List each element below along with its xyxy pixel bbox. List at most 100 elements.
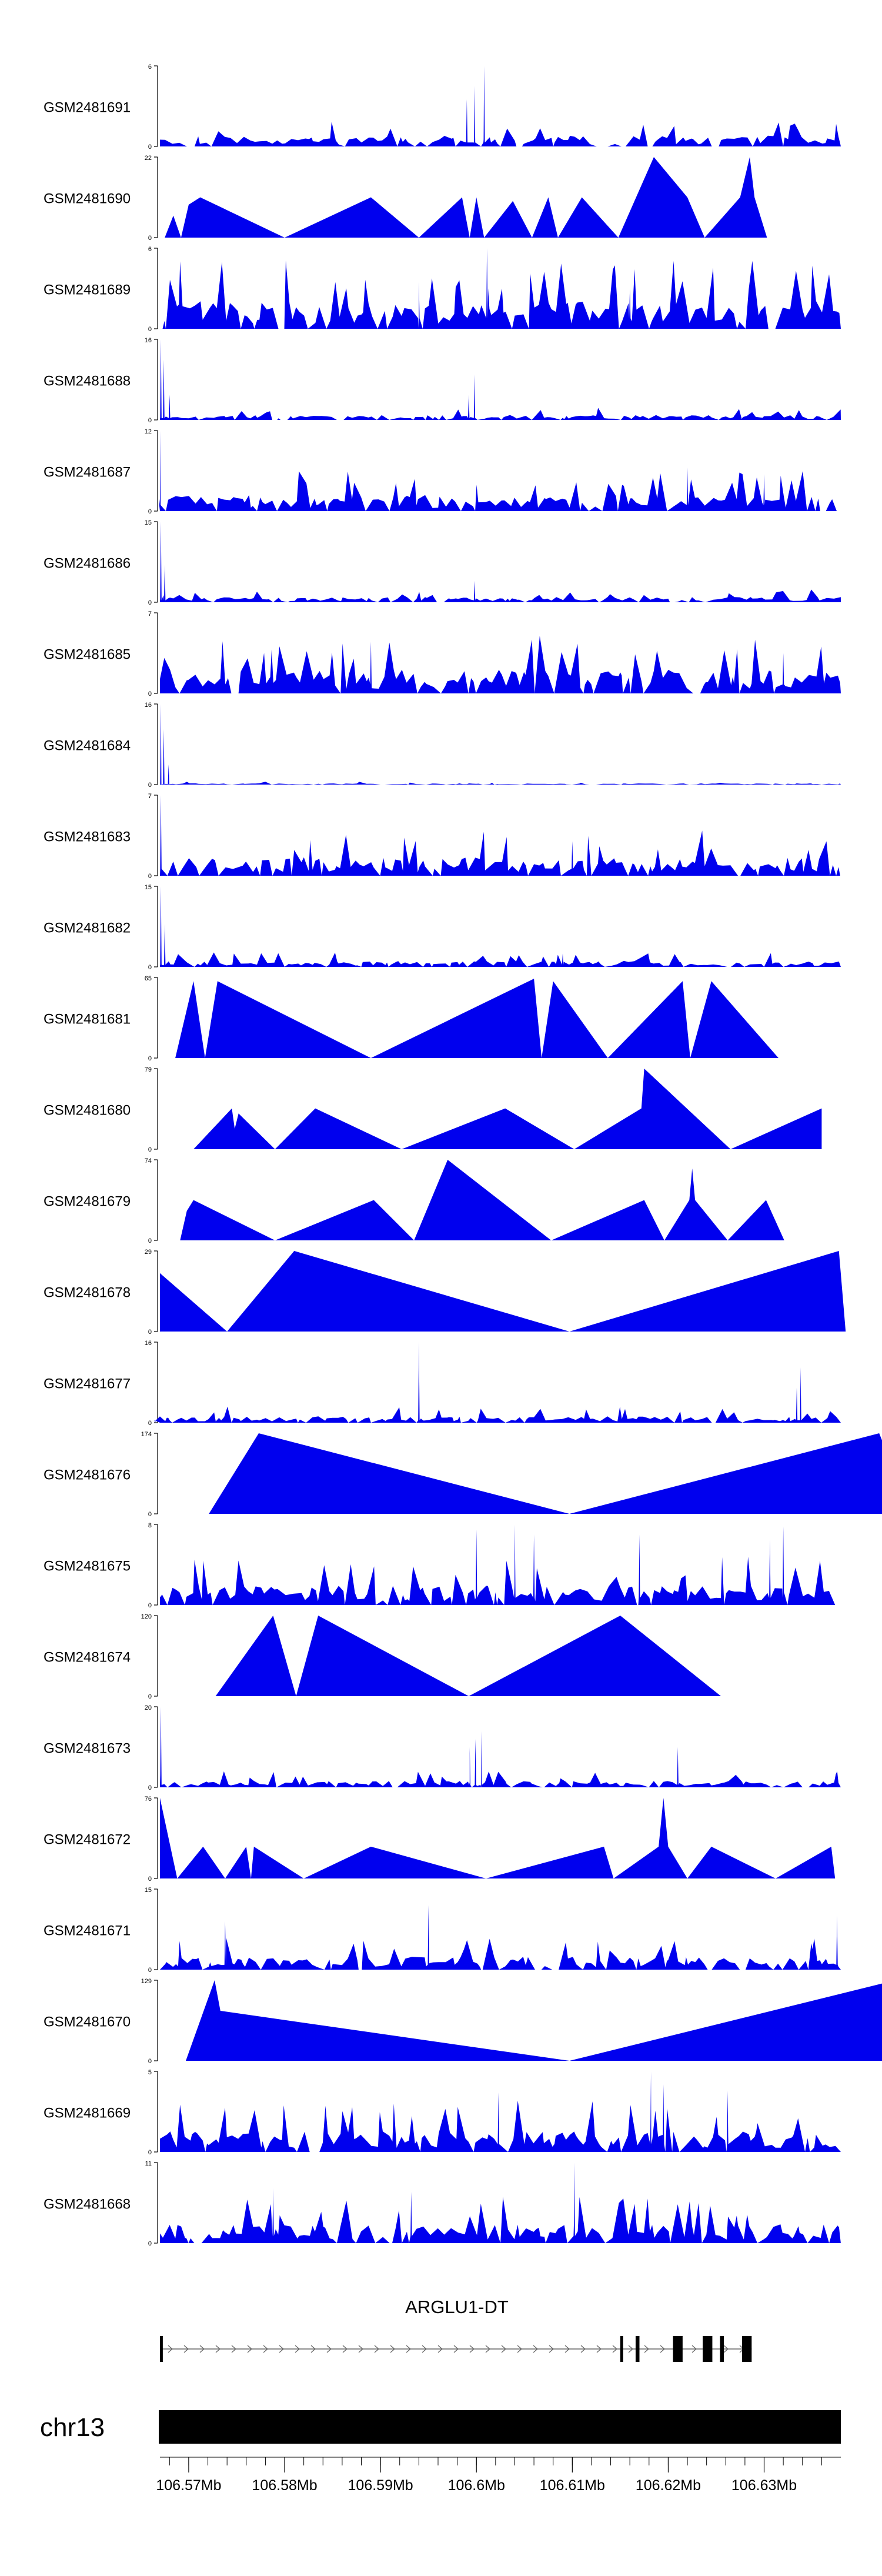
strand-arrow xyxy=(422,2345,427,2353)
y-max-label: 7 xyxy=(148,610,152,618)
coverage-area xyxy=(160,66,841,146)
track-GSM2481671: GSM2481671 15 0 xyxy=(44,1887,841,1974)
coverage-area xyxy=(160,339,841,420)
y-zero-label: 0 xyxy=(148,1967,152,1974)
y-max-label: 76 xyxy=(145,1796,152,1803)
strand-arrow xyxy=(660,2345,665,2353)
track-name: GSM2481684 xyxy=(44,738,131,754)
y-zero-label: 0 xyxy=(148,1876,152,1883)
strand-arrow xyxy=(501,2345,506,2353)
track-GSM2481690: GSM2481690 22 0 xyxy=(44,155,767,242)
y-max-label: 65 xyxy=(145,975,152,982)
track-GSM2481681: GSM2481681 65 0 xyxy=(44,975,779,1062)
coverage-area xyxy=(160,248,841,329)
strand-arrow xyxy=(564,2345,570,2353)
track-name: GSM2481678 xyxy=(44,1285,131,1301)
track-name: GSM2481676 xyxy=(44,1467,131,1483)
strand-arrow xyxy=(279,2345,284,2353)
track-name: GSM2481675 xyxy=(44,1559,131,1574)
y-max-label: 15 xyxy=(145,1887,152,1894)
chromosome-label: chr13 xyxy=(40,2413,105,2442)
strand-arrow xyxy=(406,2345,411,2353)
y-max-label: 11 xyxy=(145,2160,152,2167)
exon-7 xyxy=(742,2336,752,2362)
y-max-label: 16 xyxy=(145,337,152,344)
track-name: GSM2481690 xyxy=(44,191,131,207)
strand-arrow xyxy=(326,2345,332,2353)
y-zero-label: 0 xyxy=(148,1329,152,1336)
coverage-area xyxy=(165,157,767,238)
chromosome-bar xyxy=(159,2410,841,2444)
coverage-area xyxy=(175,979,779,1058)
track-GSM2481675: GSM2481675 8 0 xyxy=(44,1522,841,1609)
gene-model-track: ARGLU1-DT xyxy=(160,2297,752,2362)
strand-arrow xyxy=(199,2345,205,2353)
y-zero-label: 0 xyxy=(148,417,152,424)
track-GSM2481687: GSM2481687 12 0 xyxy=(44,428,841,515)
coverage-area xyxy=(154,1342,841,1423)
y-max-label: 29 xyxy=(145,1249,152,1256)
track-name: GSM2481691 xyxy=(44,100,131,116)
track-GSM2481670: GSM2481670 129 0 xyxy=(44,1978,882,2065)
strand-arrow xyxy=(263,2345,268,2353)
track-GSM2481669: GSM2481669 5 0 xyxy=(44,2069,841,2156)
exon-4 xyxy=(673,2336,683,2362)
y-max-label: 79 xyxy=(145,1066,152,1073)
y-max-label: 15 xyxy=(145,519,152,526)
strand-arrow xyxy=(310,2345,316,2353)
y-max-label: 16 xyxy=(145,702,152,709)
y-zero-label: 0 xyxy=(148,1511,152,1518)
track-name: GSM2481668 xyxy=(44,2197,131,2213)
strand-arrow xyxy=(723,2345,729,2353)
track-GSM2481680: GSM2481680 79 0 xyxy=(44,1066,822,1153)
x-tick-label: 106.59Mb xyxy=(348,2477,413,2494)
y-max-label: 12 xyxy=(145,428,152,435)
track-GSM2481672: GSM2481672 76 0 xyxy=(44,1796,836,1883)
y-zero-label: 0 xyxy=(148,1420,152,1427)
track-name: GSM2481677 xyxy=(44,1376,131,1392)
y-max-label: 20 xyxy=(145,1704,152,1711)
coverage-area xyxy=(160,704,841,785)
strand-arrow xyxy=(469,2345,475,2353)
strand-arrow xyxy=(549,2345,554,2353)
y-zero-label: 0 xyxy=(148,508,152,515)
y-zero-label: 0 xyxy=(148,1693,152,1700)
y-max-label: 120 xyxy=(141,1613,152,1620)
y-zero-label: 0 xyxy=(148,1146,152,1153)
track-name: GSM2481672 xyxy=(44,1832,131,1848)
coverage-area xyxy=(160,2163,841,2243)
strand-arrow xyxy=(453,2345,459,2353)
genomic-axis: 106.57Mb 106.58Mb 106.59Mb 106.6Mb 106.61Mb 1… xyxy=(156,2457,841,2494)
track-GSM2481674: GSM2481674 120 0 xyxy=(44,1613,721,1700)
chromosome-track: chr13 xyxy=(40,2410,841,2444)
coverage-area xyxy=(193,1069,822,1149)
strand-arrow xyxy=(231,2345,236,2353)
track-GSM2481678: GSM2481678 29 0 xyxy=(44,1249,846,1336)
y-zero-label: 0 xyxy=(148,690,152,698)
track-GSM2481686: GSM2481686 15 0 xyxy=(44,519,841,606)
track-name: GSM2481674 xyxy=(44,1650,131,1666)
coverage-area xyxy=(160,1905,841,1970)
coverage-area xyxy=(160,636,841,693)
coverage-area xyxy=(160,1524,841,1605)
strand-arrow xyxy=(612,2345,617,2353)
strand-arrow xyxy=(596,2345,602,2353)
track-name: GSM2481670 xyxy=(44,2014,131,2030)
exon-3 xyxy=(635,2336,640,2362)
exon-2 xyxy=(620,2336,623,2362)
x-tick-label: 106.61Mb xyxy=(540,2477,605,2494)
y-zero-label: 0 xyxy=(148,144,152,151)
strand-arrow xyxy=(485,2345,490,2353)
track-name: GSM2481673 xyxy=(44,1741,131,1757)
y-zero-label: 0 xyxy=(148,2058,152,2065)
coverage-area xyxy=(160,1707,841,1787)
x-tick-label: 106.62Mb xyxy=(636,2477,701,2494)
strand-arrow xyxy=(644,2345,649,2353)
strand-arrow xyxy=(517,2345,522,2353)
strand-arrow xyxy=(215,2345,220,2353)
track-GSM2481682: GSM2481682 15 0 xyxy=(44,884,841,971)
coverage-area xyxy=(160,2071,841,2152)
track-name: GSM2481671 xyxy=(44,1923,131,1939)
y-max-label: 174 xyxy=(141,1431,152,1438)
track-GSM2481673: GSM2481673 20 0 xyxy=(44,1704,841,1791)
